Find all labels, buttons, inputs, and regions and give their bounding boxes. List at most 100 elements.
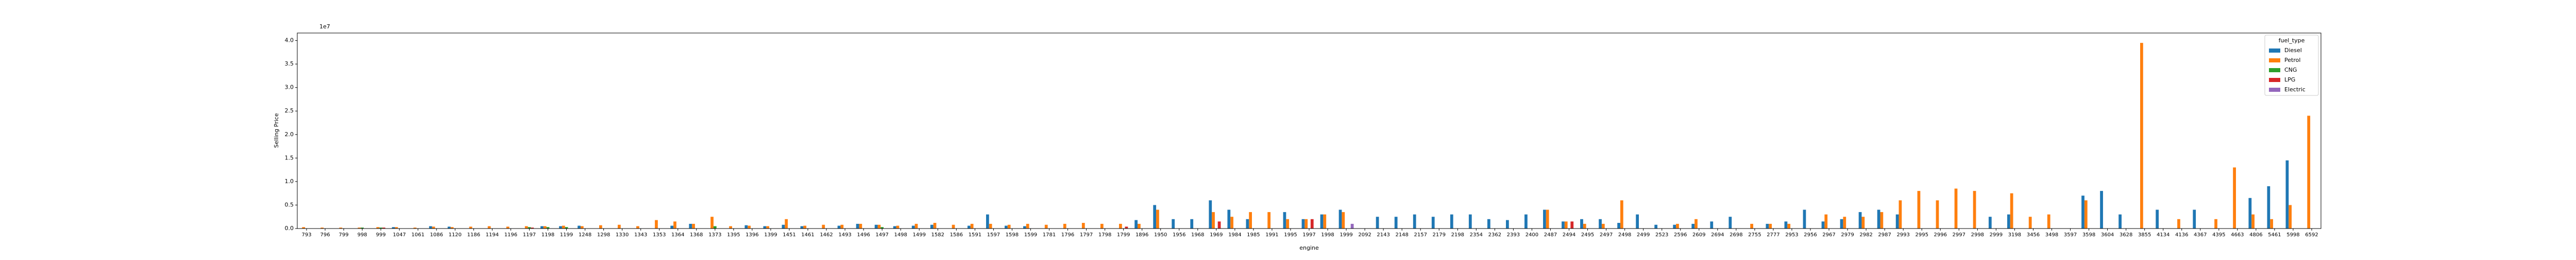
x-tick-label: 4136 [2175, 232, 2188, 238]
x-tick-label: 2596 [1674, 232, 1687, 238]
bar [1787, 223, 1791, 229]
bar [1350, 223, 1354, 229]
x-tick-label: 2157 [1414, 232, 1427, 238]
bar [1750, 223, 1753, 229]
bar [1376, 217, 1379, 229]
bar [1283, 212, 1286, 229]
x-tick-label: 1995 [1284, 232, 1297, 238]
bar [1843, 217, 1846, 229]
x-tick-label: 2996 [1934, 232, 1947, 238]
bar [2140, 43, 2143, 229]
bar [1338, 209, 1342, 229]
bar [559, 226, 562, 229]
bar [1134, 220, 1138, 229]
x-tick-label: 1493 [838, 232, 851, 238]
x-tick-label: 2982 [1859, 232, 1872, 238]
x-tick-label: 2092 [1358, 232, 1371, 238]
x-tick-label: 2993 [1896, 232, 1909, 238]
bar [1691, 223, 1695, 229]
x-tick-label: 1599 [1024, 232, 1037, 238]
bar [636, 226, 639, 229]
x-tick-label: 1498 [894, 232, 907, 238]
x-tick-label: 2953 [1785, 232, 1798, 238]
x-tick-label: 2494 [1563, 232, 1575, 238]
y-tick-label: 0.5 [285, 201, 294, 208]
x-tick-label: 1956 [1173, 232, 1185, 238]
bar [382, 228, 385, 229]
bar [856, 223, 859, 229]
bar [1599, 219, 1602, 229]
bar [1342, 212, 1345, 229]
x-tick-label: 1781 [1043, 232, 1056, 238]
bar [800, 226, 804, 229]
x-tick-label: 3855 [2138, 232, 2151, 238]
x-tick-label: 1395 [727, 232, 740, 238]
bar [1026, 223, 1029, 229]
bar [803, 225, 807, 229]
x-tick-label: 1451 [783, 232, 795, 238]
bar [1673, 224, 1676, 229]
bar [1840, 219, 1843, 229]
bar [766, 226, 770, 229]
bar [989, 223, 992, 229]
x-tick-label: 1984 [1228, 232, 1241, 238]
x-tick-label: 3456 [2027, 232, 2040, 238]
x-tick-label: 1061 [412, 232, 425, 238]
x-tick-label: 1582 [931, 232, 944, 238]
x-tick-label: 2179 [1433, 232, 1446, 238]
x-tick-label: 1120 [449, 232, 462, 238]
x-tick-label: 2143 [1377, 232, 1389, 238]
x-tick-label: 4367 [2194, 232, 2207, 238]
x-tick-label: 2497 [1600, 232, 1613, 238]
bar [1118, 223, 1122, 229]
x-tick-label: 2995 [1915, 232, 1928, 238]
bar [692, 223, 695, 229]
bar [1824, 214, 1828, 229]
bar [1209, 200, 1212, 229]
bar [1728, 217, 1732, 229]
bar [546, 227, 550, 229]
bar [2267, 186, 2270, 229]
legend-label: Diesel [2284, 47, 2302, 54]
bar [432, 226, 435, 229]
x-tick-label: 4395 [2212, 232, 2225, 238]
x-tick-label: 2979 [1841, 232, 1854, 238]
bar [1564, 221, 1568, 229]
bar [1988, 217, 1992, 229]
bar [1570, 221, 1574, 229]
bar [1286, 219, 1290, 229]
bar [748, 225, 751, 229]
bar [2010, 193, 2013, 229]
bar [1310, 219, 1314, 229]
x-tick-label: 2354 [1470, 232, 1483, 238]
x-tick-label: 2694 [1711, 232, 1724, 238]
bar [2119, 214, 2122, 229]
bar [469, 226, 472, 229]
bar [1004, 225, 1008, 229]
x-tick-label: 1343 [634, 232, 647, 238]
bar [1153, 205, 1157, 229]
bar [339, 228, 343, 229]
bar [986, 214, 989, 229]
x-tick-label: 1298 [597, 232, 610, 238]
legend-swatch [2269, 68, 2280, 72]
bar [2248, 198, 2252, 229]
x-tick-label: 1796 [1061, 232, 1074, 238]
legend-label: Petrol [2284, 57, 2300, 63]
x-tick-label: 2498 [1618, 232, 1631, 238]
y-tick-label: 1.0 [285, 178, 294, 185]
bar [2251, 214, 2255, 229]
bar [840, 224, 844, 229]
x-tick-label: 6592 [2305, 232, 2318, 238]
bar [1895, 214, 1899, 229]
bar [1230, 217, 1233, 229]
bar [376, 227, 380, 229]
bar [2100, 191, 2103, 229]
bar [2047, 214, 2050, 229]
bar [302, 227, 306, 229]
bar [1861, 217, 1865, 229]
bar [1769, 223, 1772, 229]
x-tick-label: 1396 [745, 232, 758, 238]
y-tick-label: 3.0 [285, 84, 294, 91]
bar [2081, 196, 2084, 229]
